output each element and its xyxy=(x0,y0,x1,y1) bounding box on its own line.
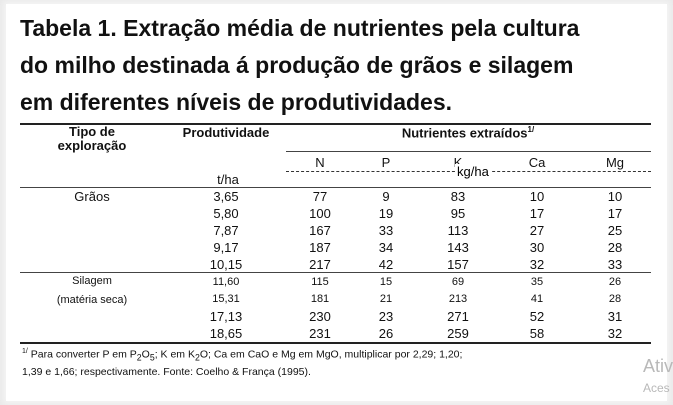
table-cell: 52 xyxy=(529,309,545,324)
table-cell: 95 xyxy=(450,206,466,221)
table-cell: 28 xyxy=(607,240,623,255)
table-cell: 42 xyxy=(378,257,394,272)
column-header-n: N xyxy=(315,155,325,170)
table-cell: 15 xyxy=(379,276,393,288)
table-cell: 28 xyxy=(608,293,622,305)
table-cell: 17 xyxy=(607,206,623,221)
group-label: (matéria seca) xyxy=(56,294,128,306)
activation-watermark-line-1: Ativ xyxy=(643,356,673,376)
bottom-rule xyxy=(20,342,651,344)
table-cell: 35 xyxy=(530,276,544,288)
column-header-ca: Ca xyxy=(528,155,546,170)
table-cell: 10 xyxy=(607,189,623,204)
table-cell: 41 xyxy=(530,293,544,305)
group-label: Grãos xyxy=(74,189,110,204)
table-cell: 17,13 xyxy=(209,309,243,324)
group-divider xyxy=(20,272,651,273)
table-cell: 33 xyxy=(607,257,623,272)
table-cell: 115 xyxy=(311,276,329,288)
table-cell: 27 xyxy=(529,223,545,238)
table-cell: 32 xyxy=(607,326,623,341)
top-rule xyxy=(20,123,651,125)
table-cell: 9 xyxy=(382,189,390,204)
column-header-k: K xyxy=(453,155,463,170)
title-line-2: do milho destinada á produção de grãos e… xyxy=(20,52,574,78)
table-cell: 58 xyxy=(529,326,545,341)
table-cell: 25 xyxy=(607,223,623,238)
table-cell: 11,60 xyxy=(212,276,240,288)
table-cell: 32 xyxy=(529,257,545,272)
footnote: 1/ Para converter P em P2O5; K em K2O; C… xyxy=(22,348,463,378)
table-cell: 213 xyxy=(448,293,468,305)
table-cell: 23 xyxy=(378,309,394,324)
table-cell: 259 xyxy=(447,326,469,341)
table-cell: 31 xyxy=(607,309,623,324)
table-cell: 21 xyxy=(379,293,393,305)
table-cell: 7,87 xyxy=(213,223,239,238)
table-cell: 143 xyxy=(447,240,469,255)
table-cell: 18,65 xyxy=(209,326,243,341)
table-cell: 167 xyxy=(309,223,331,238)
table-cell: 17 xyxy=(529,206,545,221)
activation-watermark-line-2: Aces xyxy=(643,381,670,395)
header-produtividade: Produtividade xyxy=(182,125,270,140)
header-rule xyxy=(20,187,651,188)
table-cell: 34 xyxy=(378,240,394,255)
title-line-3: em diferentes níveis de produtividades. xyxy=(20,89,453,115)
table-cell: 10 xyxy=(529,189,545,204)
table-cell: 100 xyxy=(309,206,331,221)
table-cell: 77 xyxy=(312,189,328,204)
table-cell: 19 xyxy=(378,206,394,221)
table-cell: 217 xyxy=(309,257,331,272)
table-cell: 9,17 xyxy=(213,240,239,255)
nutrient-subrule xyxy=(286,151,651,152)
table-cell: 83 xyxy=(450,189,466,204)
table-cell: 30 xyxy=(529,240,545,255)
column-header-p: P xyxy=(381,155,391,170)
table-cell: 10,15 xyxy=(209,257,243,272)
table-cell: 26 xyxy=(608,276,622,288)
group-label: Silagem xyxy=(72,275,112,287)
table-cell: 26 xyxy=(378,326,394,341)
table-cell: 231 xyxy=(309,326,331,341)
table-cell: 5,80 xyxy=(213,206,239,221)
table-cell: 113 xyxy=(447,223,469,238)
unit-t-ha: t/ha xyxy=(217,172,239,187)
table-cell: 15,31 xyxy=(212,293,240,305)
title-line-1: Tabela 1. Extração média de nutrientes p… xyxy=(20,15,580,41)
table-cell: 187 xyxy=(309,240,331,255)
column-header-mg: Mg xyxy=(605,155,625,170)
document-card xyxy=(6,4,667,401)
table-cell: 69 xyxy=(451,276,465,288)
table-cell: 157 xyxy=(447,257,469,272)
table-cell: 271 xyxy=(447,309,469,324)
unit-kg-ha: kg/ha xyxy=(455,164,491,179)
header-tipo: Tipo de exploração xyxy=(57,124,127,153)
table-cell: 181 xyxy=(310,293,330,305)
table-cell: 3,65 xyxy=(213,189,239,204)
table-cell: 33 xyxy=(378,223,394,238)
table-cell: 230 xyxy=(309,309,331,324)
header-nutrientes: Nutrientes extraídos1/ xyxy=(401,125,535,141)
table-title: Tabela 1. Extração média de nutrientes p… xyxy=(20,10,660,121)
